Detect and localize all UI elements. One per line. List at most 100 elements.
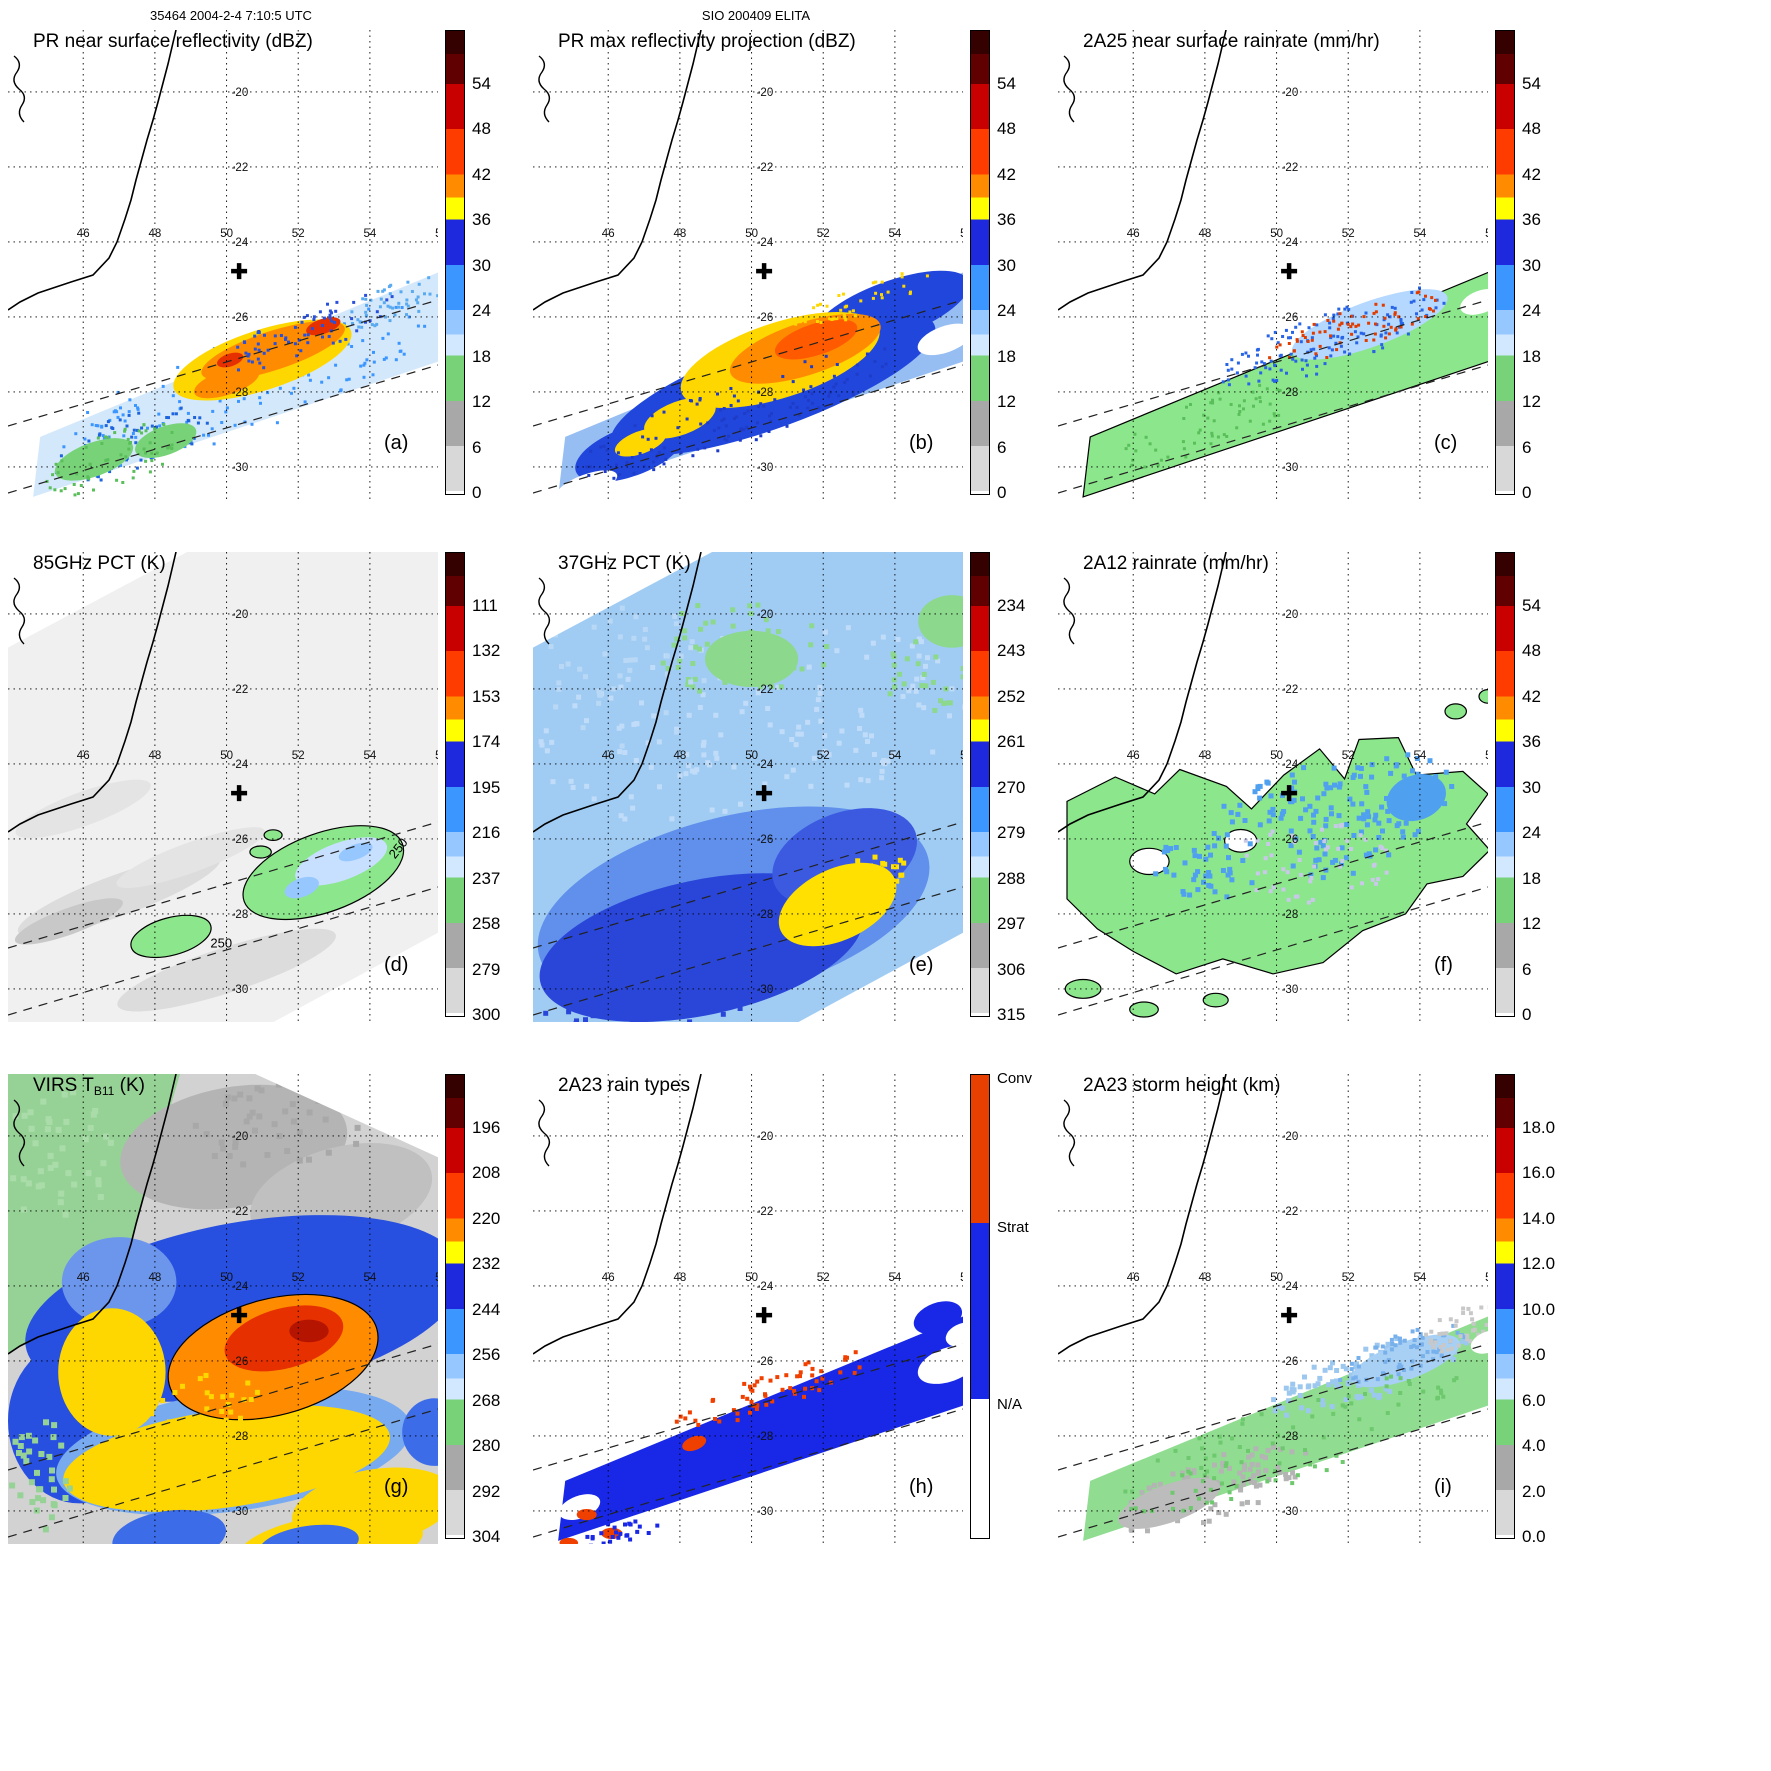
- data-speckle: [1330, 859, 1336, 865]
- lat-tick-label: -20: [757, 87, 774, 99]
- data-speckle: [57, 1199, 64, 1206]
- data-speckle: [748, 611, 754, 617]
- data-speckle: [394, 358, 398, 362]
- data-speckle: [1263, 856, 1268, 861]
- data-speckle: [1211, 401, 1215, 405]
- data-speckle: [161, 462, 164, 466]
- data-speckle: [623, 658, 629, 663]
- data-speckle: [1289, 352, 1293, 356]
- data-speckle: [104, 435, 107, 439]
- data-speckle: [1173, 1448, 1178, 1453]
- data-speckle: [253, 334, 257, 338]
- data-speckle: [101, 434, 105, 438]
- lon-tick-label: 50: [220, 750, 233, 762]
- data-speckle: [1316, 1398, 1321, 1402]
- data-speckle: [90, 1111, 97, 1118]
- data-speckle: [1281, 809, 1287, 814]
- data-speckle: [1327, 346, 1331, 350]
- data-speckle: [810, 401, 814, 405]
- data-speckle: [168, 445, 172, 449]
- data-speckle: [1434, 306, 1438, 310]
- data-speckle: [895, 637, 901, 642]
- data-speckle: [871, 281, 875, 285]
- lon-tick-label: 52: [817, 1272, 830, 1284]
- data-speckle: [94, 424, 98, 427]
- data-speckle: [1289, 1449, 1295, 1455]
- data-speckle: [1468, 1339, 1473, 1344]
- data-speckle: [104, 424, 108, 428]
- data-speckle: [1275, 1464, 1281, 1470]
- data-speckle: [1224, 1461, 1229, 1466]
- data-blob: [263, 829, 283, 842]
- data-speckle: [1349, 1401, 1354, 1406]
- data-speckle: [254, 1389, 260, 1395]
- data-speckle: [814, 706, 820, 712]
- data-speckle: [209, 1421, 215, 1427]
- data-speckle: [308, 378, 312, 382]
- colorbar-tick-label: 315: [997, 1005, 1026, 1024]
- data-speckle: [1354, 324, 1358, 328]
- data-speckle: [1389, 1337, 1394, 1342]
- data-speckle: [1206, 416, 1210, 420]
- data-speckle: [137, 429, 141, 433]
- data-speckle: [103, 1133, 110, 1140]
- data-speckle: [1363, 852, 1369, 858]
- data-speckle: [611, 686, 617, 692]
- data-speckle: [692, 769, 698, 775]
- data-speckle: [1386, 313, 1390, 317]
- data-speckle: [208, 1394, 214, 1400]
- data-speckle: [718, 732, 724, 738]
- data-speckle: [254, 1085, 261, 1092]
- data-speckle: [1227, 1490, 1232, 1495]
- colorbar-tick-label: 42: [1522, 687, 1541, 706]
- data-speckle: [1303, 1448, 1307, 1452]
- data-speckle: [1415, 828, 1421, 834]
- data-speckle: [1336, 335, 1340, 339]
- data-speckle: [136, 407, 140, 411]
- data-speckle: [913, 688, 919, 694]
- data-speckle: [650, 414, 654, 418]
- data-speckle: [1247, 1466, 1253, 1472]
- data-speckle: [756, 421, 759, 425]
- data-speckle: [1429, 1338, 1433, 1343]
- data-speckle: [48, 1514, 55, 1521]
- lat-tick-label: -24: [232, 237, 249, 249]
- lat-tick-label: -22: [1282, 1206, 1299, 1218]
- data-speckle: [1263, 1467, 1269, 1473]
- data-speckle: [1332, 319, 1336, 323]
- data-speckle: [350, 322, 354, 325]
- data-speckle: [1231, 1479, 1237, 1485]
- colorbar-e: [970, 552, 990, 1017]
- data-speckle: [622, 816, 628, 822]
- data-blob: [14, 898, 123, 945]
- swath-edge-line: [1058, 1343, 1488, 1471]
- data-speckle: [1312, 864, 1317, 869]
- data-speckle: [142, 447, 146, 451]
- data-speckle: [28, 1125, 35, 1132]
- lon-tick-label: 56: [1485, 1272, 1488, 1284]
- data-speckle: [808, 783, 814, 789]
- lat-tick-label: -22: [232, 1206, 249, 1218]
- data-speckle: [1395, 331, 1399, 335]
- colorbar-tick-label: 42: [997, 165, 1016, 184]
- data-speckle: [762, 404, 766, 408]
- data-speckle: [1285, 870, 1290, 875]
- data-speckle: [677, 773, 683, 779]
- data-speckle: [1361, 816, 1367, 822]
- data-speckle: [320, 380, 324, 384]
- data-speckle: [246, 354, 250, 358]
- data-speckle: [870, 640, 876, 646]
- data-speckle: [1185, 1475, 1191, 1481]
- data-speckle: [550, 779, 556, 785]
- data-speckle: [1402, 1368, 1406, 1372]
- data-speckle: [1288, 388, 1292, 392]
- data-speckle: [1179, 1470, 1185, 1476]
- data-speckle: [1143, 465, 1147, 469]
- data-speckle: [88, 462, 92, 466]
- data-speckle: [1461, 1306, 1466, 1311]
- data-speckle: [1227, 870, 1233, 876]
- data-speckle: [1323, 816, 1329, 822]
- colorbar-tick-label: 12: [1522, 914, 1541, 933]
- data-speckle: [1165, 848, 1171, 853]
- data-speckle: [710, 973, 715, 979]
